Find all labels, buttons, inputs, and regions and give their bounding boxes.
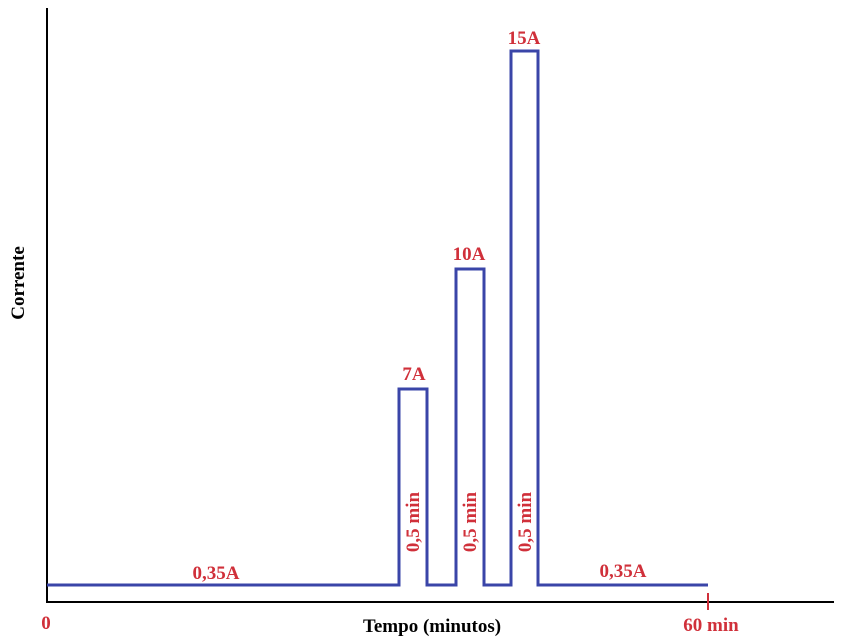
pulse-duration: 0,5 min (403, 491, 424, 552)
pulse-duration: 0,5 min (515, 491, 536, 552)
pulse-label: 7A (402, 364, 426, 385)
baseline-label: 0,35A (600, 561, 647, 582)
pulse-duration: 0,5 min (460, 491, 481, 552)
y-axis-label: Corrente (8, 246, 29, 320)
pulse-label: 10A (453, 244, 486, 265)
x-start-label: 0 (41, 613, 51, 634)
current-waveform (47, 49, 708, 587)
x-axis-label: Tempo (minutos) (363, 616, 501, 637)
baseline-label: 0,35A (193, 563, 240, 584)
x-end-label: 60 min (683, 615, 739, 636)
pulse-label: 15A (508, 28, 541, 49)
